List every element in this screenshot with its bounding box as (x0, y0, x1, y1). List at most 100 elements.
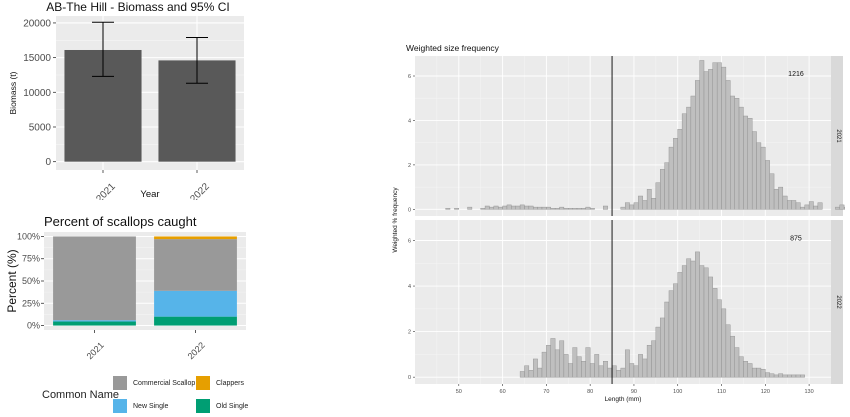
histogram-bar (708, 69, 713, 210)
legend-key-commercial-scallop (113, 376, 127, 390)
histogram-bar (528, 370, 534, 378)
histogram-bar (633, 202, 639, 210)
histogram-bar (603, 361, 608, 378)
histogram-bar (734, 98, 740, 210)
histogram-bar (782, 374, 788, 378)
histogram-bar (800, 206, 805, 210)
percent-chart: Percent of scallops caught 0% 25% 50% 75% 100… (5, 214, 246, 361)
y-tick-label: 0% (27, 321, 40, 331)
y-tick-label: 10000 (23, 88, 51, 99)
histogram-bar (546, 345, 551, 378)
histogram-bar (712, 62, 718, 210)
legend-label-old-single: Old Single (216, 403, 249, 410)
percent-legend: Common Name Commercial Scallop Clappers … (0, 368, 260, 417)
bar-segment-commercial-scallop-2022 (154, 239, 237, 291)
x-tick-label: 2021 (85, 340, 106, 361)
histogram-bar (664, 162, 670, 210)
histogram-bar (563, 354, 569, 378)
histogram-bar (651, 198, 657, 210)
histogram-bar (620, 367, 626, 378)
histogram-bar (576, 208, 582, 210)
bar-segment-clappers-2022 (154, 236, 237, 240)
histogram-bar (765, 372, 770, 378)
histogram-bar (568, 363, 573, 378)
histogram-bar (808, 201, 814, 210)
histogram-bar (743, 115, 748, 210)
histogram-bar (629, 363, 635, 378)
histogram-bar (804, 204, 810, 210)
legend-key-new-single (113, 399, 127, 413)
facet-strip-label: 2021 (835, 129, 841, 143)
x-tick-label: 130 (805, 389, 814, 395)
y-tick-label: 20000 (23, 18, 51, 29)
histogram-bar (484, 205, 490, 210)
histogram-bar (765, 160, 770, 210)
histogram-bar (594, 354, 600, 378)
histogram-bar (699, 265, 705, 378)
histogram-bar (559, 340, 565, 378)
y-tick-label: 0 (45, 157, 51, 168)
histogram-bar (638, 195, 643, 210)
histogram-bar (480, 208, 486, 210)
bar-segment-new-single-2021 (53, 320, 136, 322)
histogram-bar (734, 347, 740, 378)
histogram-bar (721, 308, 727, 378)
histogram-bar (660, 317, 665, 378)
x-axis-title: Year (140, 189, 159, 200)
histogram-bar (756, 142, 762, 210)
histogram-bar (572, 347, 578, 378)
bar-segment-new-single-2022 (154, 290, 237, 317)
histogram-bar (537, 367, 543, 378)
histogram-bar (454, 208, 459, 210)
histogram-bar (519, 204, 525, 210)
histogram-bar (497, 206, 503, 210)
histogram-bar (616, 370, 622, 378)
histogram-bar (778, 373, 784, 378)
histogram-bar (695, 80, 700, 210)
x-tick-label: 110 (717, 389, 726, 395)
histogram-bar (747, 363, 753, 378)
histogram-bar (756, 367, 762, 378)
histogram-bar (550, 208, 556, 210)
chart-title: AB-The Hill - Biomass and 95% CI (46, 0, 229, 14)
y-axis-title: Weighted % frequency (392, 187, 399, 253)
x-tick-label: 90 (631, 389, 637, 395)
histogram-bar (703, 267, 709, 378)
histogram-bar (576, 356, 582, 378)
histogram-bar (843, 206, 845, 210)
histogram-bar (655, 182, 661, 210)
histogram-bar (738, 106, 744, 210)
histogram-bar (445, 208, 451, 210)
histogram-bar (519, 371, 525, 378)
histogram-bar (699, 60, 705, 210)
histogram-bar (813, 205, 819, 210)
histogram-bar (708, 276, 713, 378)
legend-label-new-single: New Single (133, 403, 169, 410)
y-tick-label: 100% (17, 231, 40, 241)
histogram-bar (686, 258, 692, 378)
histogram-bar (738, 356, 744, 378)
histogram-bar (791, 200, 797, 210)
y-tick-label: 4 (408, 284, 411, 290)
histogram-bar (554, 349, 560, 378)
histogram-bar (506, 204, 512, 210)
y-tick-label: 6 (408, 239, 411, 245)
histogram-bar (795, 202, 801, 210)
histogram-bar (703, 71, 709, 210)
histogram-bar (751, 367, 757, 378)
histogram-bar (511, 205, 516, 210)
biomass-chart: AB-The Hill - Biomass and 95% CI 0 5000 100… (8, 0, 244, 200)
histogram-bar (563, 208, 569, 210)
facet-annotation: 1216 (788, 71, 804, 78)
histogram-bar (725, 324, 731, 378)
legend-label-commercial-scallop: Commercial Scallop (133, 380, 196, 387)
histogram-bar (760, 368, 766, 378)
histogram-bar (524, 365, 530, 378)
histogram-bar (760, 146, 766, 210)
histogram-bar (773, 374, 779, 378)
histogram-bar (581, 361, 586, 378)
histogram-bar (572, 208, 578, 210)
y-tick-label: 75% (22, 254, 40, 264)
histogram-bar (629, 204, 635, 210)
x-axis-title: Length (mm) (605, 396, 642, 403)
